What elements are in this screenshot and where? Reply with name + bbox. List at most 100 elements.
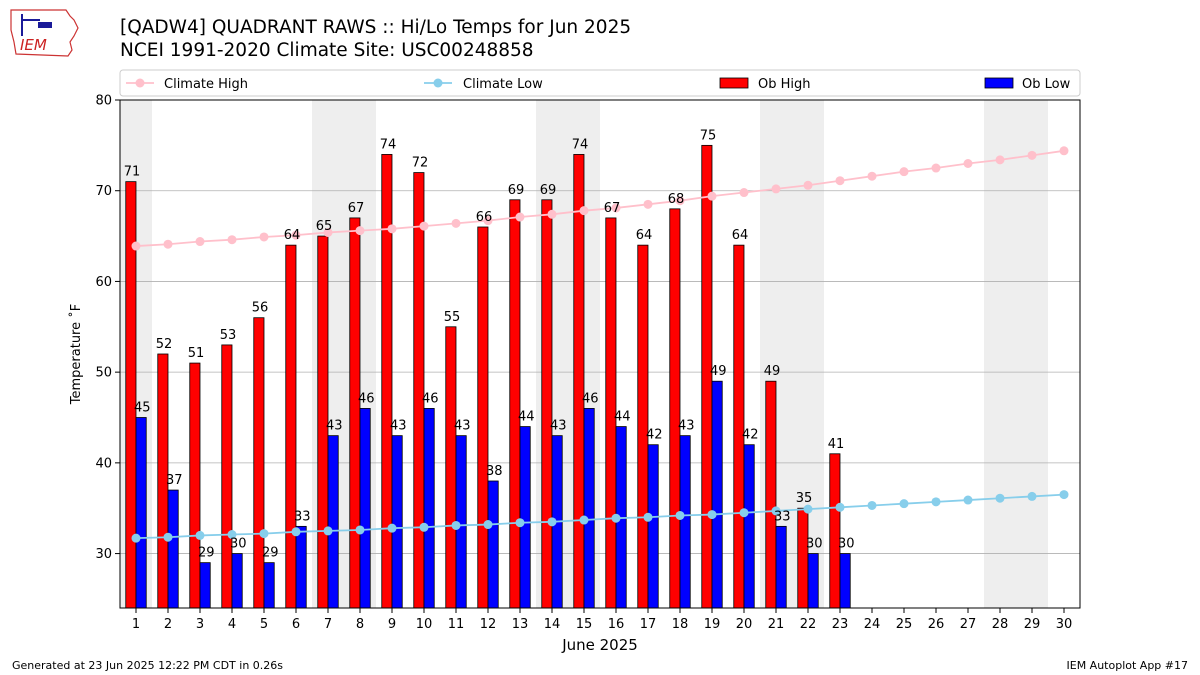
climate-high-point — [643, 199, 653, 209]
ob-high-bar — [765, 380, 777, 609]
legend-climate-low-marker — [433, 78, 443, 88]
x-tick-label: 22 — [800, 617, 817, 632]
climate-low-point — [739, 508, 749, 518]
ob-high-bar — [445, 326, 457, 609]
ob-high-bar-label: 69 — [540, 183, 557, 198]
climate-high-line — [135, 149, 1065, 247]
x-tick-label: 26 — [928, 617, 945, 632]
y-tick-label: 30 — [95, 547, 112, 562]
ob-high-bar-label: 64 — [732, 228, 749, 243]
x-tick-label: 23 — [832, 617, 849, 632]
ob-high-bar — [349, 217, 361, 609]
climate-low-point — [515, 518, 525, 528]
ob-low-bar-label: 33 — [774, 509, 791, 524]
ob-low-bar-label: 43 — [326, 419, 343, 434]
climate-high-point — [739, 188, 749, 198]
climate-high-point — [451, 218, 461, 228]
legend-ob-high-label: Ob High — [758, 77, 811, 92]
ob-low-bar-label: 29 — [262, 546, 279, 561]
climate-low-point — [451, 520, 461, 530]
ob-low-bar — [679, 435, 691, 609]
climate-low-point — [579, 515, 589, 525]
climate-high-point — [675, 196, 685, 206]
plot-frame — [119, 99, 1081, 609]
climate-low-point — [547, 517, 557, 527]
x-axis: 1 2 3 4 5 6 7 8 9 10 11 12 13 14 15 16 17 18 19 20 21 22 23 24 2… — [132, 608, 1072, 632]
ob-low-bar-label: 49 — [710, 364, 727, 379]
ob-high-bar-label: 71 — [124, 165, 141, 180]
ob-low-bar-label: 37 — [166, 473, 183, 488]
ob-low-bar — [391, 435, 403, 609]
climate-high-point — [899, 167, 909, 177]
x-tick-label: 17 — [640, 617, 657, 632]
x-tick-label: 16 — [608, 617, 625, 632]
ob-low-bar-label: 42 — [742, 428, 759, 443]
ob-high-bar — [477, 226, 489, 609]
climate-low-line — [135, 493, 1065, 540]
ob-low-bar — [295, 525, 307, 609]
x-tick-label: 29 — [1024, 617, 1041, 632]
x-tick-label: 25 — [896, 617, 913, 632]
ob-high-bar — [573, 154, 585, 609]
climate-low-point — [771, 506, 781, 516]
ob-high-bar — [733, 244, 745, 609]
ob-low-bar-label: 30 — [230, 537, 247, 552]
ob-low-bar-label: 38 — [486, 464, 503, 479]
ob-low-bar — [743, 444, 755, 609]
climate-low-point — [803, 504, 813, 514]
x-tick-label: 4 — [228, 617, 236, 632]
ob-low-bar — [839, 553, 851, 609]
legend-ob-low-swatch — [984, 77, 1014, 89]
ob-high-bar — [829, 453, 841, 609]
ob-high-bar — [381, 154, 393, 609]
climate-high-point — [579, 206, 589, 216]
climate-low-point — [899, 499, 909, 509]
climate-low-point — [995, 493, 1005, 503]
ob-high-bar-label: 64 — [636, 228, 653, 243]
ob-high-bar — [413, 172, 425, 609]
x-tick-label: 5 — [260, 617, 268, 632]
climate-low-point — [227, 530, 237, 540]
climate-low-point — [1059, 490, 1069, 500]
climate-low-point — [323, 526, 333, 536]
ob-high-bar-label: 49 — [764, 364, 781, 379]
ob-low-bar-label: 43 — [390, 419, 407, 434]
ob-low-bar-label: 46 — [422, 391, 439, 406]
x-tick-label: 27 — [960, 617, 977, 632]
ob-high-bar-label: 74 — [572, 137, 589, 152]
ob-high-bar-label: 65 — [316, 219, 333, 234]
ob-high-bar-label: 74 — [380, 137, 397, 152]
ob-low-bar — [711, 380, 723, 609]
ob-low-bar-label: 33 — [294, 509, 311, 524]
climate-high-point — [835, 176, 845, 186]
climate-high-point — [931, 163, 941, 173]
climate-low-point — [387, 523, 397, 533]
x-tick-label: 7 — [324, 617, 332, 632]
y-axis: 30 40 50 60 70 80 — [95, 94, 120, 562]
ob-high-bar — [285, 244, 297, 609]
ob-high-bar — [797, 507, 809, 609]
x-tick-label: 12 — [480, 617, 497, 632]
x-tick-label: 1 — [132, 617, 140, 632]
climate-high-point — [291, 230, 301, 240]
x-tick-label: 6 — [292, 617, 300, 632]
ob-low-bar — [263, 562, 275, 609]
ob-high-bar-label: 55 — [444, 310, 461, 325]
legend-ob-high-swatch — [719, 77, 749, 89]
ob-high-bar-label: 67 — [348, 201, 365, 216]
climate-high-point — [515, 212, 525, 222]
climate-high-point — [867, 171, 877, 181]
climate-high-point — [227, 235, 237, 245]
climate-low-point — [355, 525, 365, 535]
climate-low-point — [1027, 491, 1037, 501]
legend-box — [119, 69, 1081, 97]
climate-high-point — [547, 209, 557, 219]
ob-low-bar — [199, 562, 211, 609]
y-tick-label: 70 — [95, 184, 112, 199]
ob-low-bar — [519, 426, 531, 609]
ob-high-bar — [221, 344, 233, 609]
climate-high-point — [803, 180, 813, 190]
ob-high-bar-label: 72 — [412, 156, 429, 171]
ob-high-bar — [509, 199, 521, 609]
climate-high-point — [995, 155, 1005, 165]
